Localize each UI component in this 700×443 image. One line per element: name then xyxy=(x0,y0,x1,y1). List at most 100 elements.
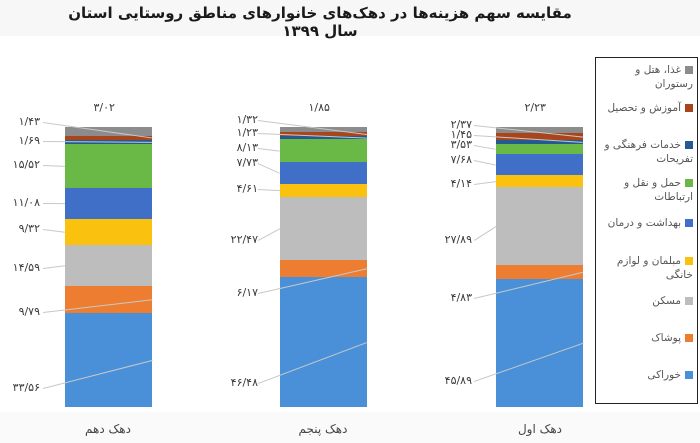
bar-segment xyxy=(280,139,367,163)
data-label: ۳/۰۲ xyxy=(93,101,115,114)
data-label: ۳۳/۵۶ xyxy=(12,381,40,394)
bar-segment xyxy=(280,183,367,197)
x-label-decile-1: دهک اول xyxy=(517,422,563,436)
data-label: ۱/۳۲ xyxy=(236,113,258,126)
legend-item-clothing: پوشاک xyxy=(598,331,693,345)
bar-segment xyxy=(496,127,583,134)
data-label: ۴۵/۸۹ xyxy=(444,374,472,387)
bar-segment xyxy=(65,144,152,188)
stacked-bar-decile-1 xyxy=(496,127,583,407)
data-label: ۷/۶۸ xyxy=(450,153,472,166)
legend-item-transport: حمل و نقل و ارتباطات xyxy=(598,176,693,204)
data-label: ۱۵/۵۲ xyxy=(12,158,40,171)
bar-segment xyxy=(65,135,152,140)
bar-segment xyxy=(65,244,152,286)
bar-segment xyxy=(496,153,583,176)
data-label: ۴/۶۱ xyxy=(236,182,258,195)
data-label: ۳/۵۳ xyxy=(450,138,472,151)
bar-segment xyxy=(280,276,367,407)
data-label: ۹/۷۹ xyxy=(18,305,40,318)
stacked-bar-decile-5 xyxy=(280,127,367,407)
bar-segment xyxy=(280,162,367,184)
data-label: ۲/۲۳ xyxy=(524,101,546,114)
legend-label: خوراکی xyxy=(647,369,681,381)
legend-label: پوشاک xyxy=(651,332,681,344)
bar-segment xyxy=(65,313,152,407)
bar-segment xyxy=(280,196,367,260)
legend-label: مبلمان و لوازم خانگی xyxy=(616,255,693,281)
chart-title: مقایسه سهم هزینه‌ها در دهک‌های خانوارهای… xyxy=(68,4,572,40)
leader-line xyxy=(258,228,281,241)
data-label: ۷/۷۳ xyxy=(236,156,258,169)
bar-segment xyxy=(496,143,583,154)
bar-segment xyxy=(496,265,583,279)
leader-line xyxy=(257,148,280,152)
legend-swatch xyxy=(685,66,693,74)
data-label: ۸/۱۳ xyxy=(236,141,258,154)
x-label-decile-5: دهک پنجم xyxy=(298,422,348,436)
data-label: ۱۱/۰۸ xyxy=(12,196,40,209)
legend-label: بهداشت و درمان xyxy=(607,217,681,229)
bar-segment xyxy=(496,186,583,266)
leader-line xyxy=(42,229,65,233)
legend-swatch xyxy=(685,179,693,187)
leader-line xyxy=(257,163,280,174)
legend-item-education: آموزش و تحصیل xyxy=(598,101,693,115)
legend-swatch xyxy=(685,219,693,227)
legend-swatch xyxy=(685,141,693,149)
bar-segment xyxy=(65,187,152,219)
legend-swatch xyxy=(685,371,693,379)
legend-item-health: بهداشت و درمان xyxy=(598,216,693,230)
x-axis-band xyxy=(0,412,700,443)
data-label: ۶/۱۷ xyxy=(236,286,258,299)
bar-segment xyxy=(280,127,367,133)
legend-swatch xyxy=(685,334,693,342)
leader-line xyxy=(42,165,65,167)
data-label: ۱/۸۵ xyxy=(308,101,330,114)
bar-segment xyxy=(280,135,367,140)
legend-item-restaurant: غذا، هتل و رستوران xyxy=(598,63,693,91)
stacked-bar-decile-10 xyxy=(65,127,152,407)
legend-swatch xyxy=(685,104,693,112)
data-label: ۹/۳۲ xyxy=(18,222,40,235)
leader-line xyxy=(474,225,497,241)
data-label: ۱۴/۵۹ xyxy=(12,261,40,274)
bar-segment xyxy=(496,133,583,140)
data-label: ۴۶/۴۸ xyxy=(230,376,258,389)
legend-swatch xyxy=(685,257,693,265)
data-label: ۴/۱۴ xyxy=(450,177,472,190)
bar-segment xyxy=(280,132,367,136)
legend-item-housing: مسکن xyxy=(598,294,693,308)
legend-label: خدمات فرهنگی و تفریحات xyxy=(604,139,693,165)
data-label: ۱/۴۳ xyxy=(18,115,40,128)
data-label: ۲۲/۴۷ xyxy=(230,233,258,246)
data-label: ۲/۳۷ xyxy=(450,118,472,131)
bar-segment xyxy=(280,259,367,277)
legend-item-furniture: مبلمان و لوازم خانگی xyxy=(598,254,693,282)
leader-line xyxy=(474,181,497,185)
legend-label: آموزش و تحصیل xyxy=(607,102,681,114)
leader-line xyxy=(473,160,496,166)
legend-item-food: خوراکی xyxy=(598,368,693,382)
legend-label: غذا، هتل و رستوران xyxy=(635,64,693,90)
x-label-decile-10: دهک دهم xyxy=(85,422,131,436)
bar-segment xyxy=(496,139,583,144)
bar-segment xyxy=(496,175,583,187)
data-label: ۱/۲۳ xyxy=(236,126,258,139)
leader-line xyxy=(257,189,280,192)
bar-segment xyxy=(65,218,152,245)
leader-line xyxy=(43,265,66,269)
data-label: ۱/۴۵ xyxy=(450,128,472,141)
data-label: ۱/۶۹ xyxy=(18,134,40,147)
title-background xyxy=(0,0,700,36)
legend-label: حمل و نقل و ارتباطات xyxy=(624,177,693,203)
legend-label: مسکن xyxy=(652,295,681,307)
legend-item-culture: خدمات فرهنگی و تفریحات xyxy=(598,138,693,166)
leader-line xyxy=(42,203,65,205)
data-label: ۴/۸۳ xyxy=(450,291,472,304)
legend-swatch xyxy=(685,297,693,305)
leader-line xyxy=(473,145,496,150)
bar-segment xyxy=(496,278,583,407)
data-label: ۲۷/۸۹ xyxy=(444,233,472,246)
legend: غذا، هتل و رستوران آموزش و تحصیل خدمات ف… xyxy=(595,57,698,404)
